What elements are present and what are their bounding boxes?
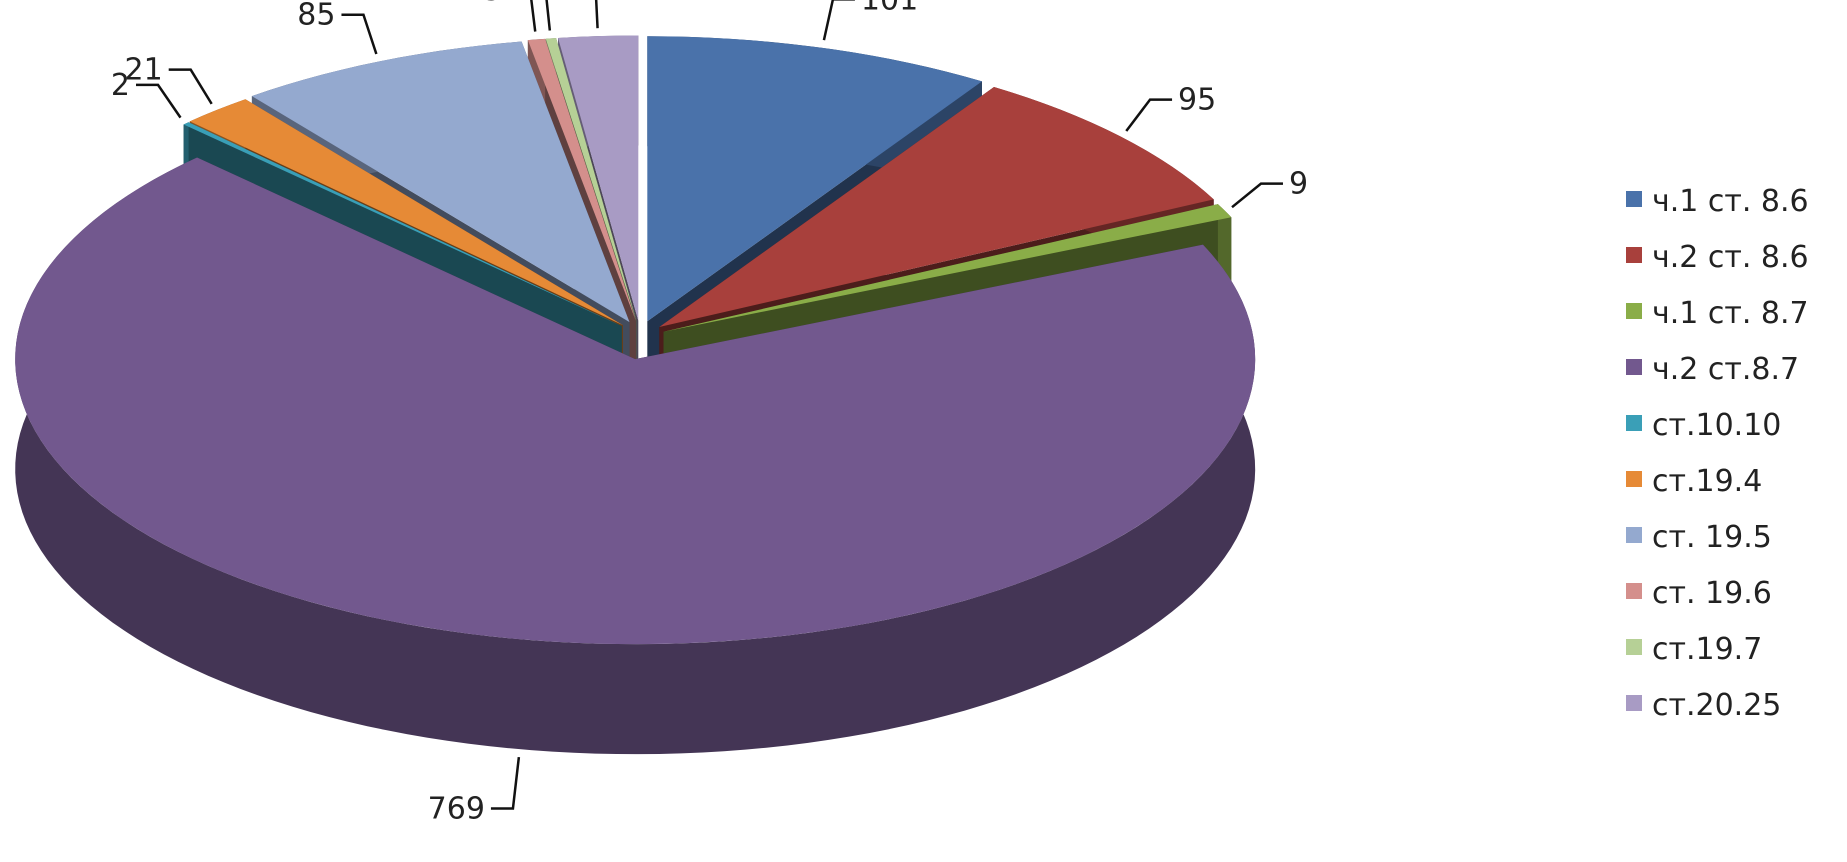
legend-item-5: ст.10.10 — [1626, 408, 1781, 443]
legend-item-8: ст. 19.6 — [1626, 576, 1772, 611]
leader-line-1 — [822, 0, 855, 41]
slice-10-top — [558, 35, 639, 321]
legend: ч.1 ст. 8.6 ч.2 ст. 8.6 ч.1 ст. 8.7 ч.2 ст.… — [1626, 184, 1809, 723]
data-labels: 101 95 9 769 221 85 53 23 — [111, 0, 1308, 827]
legend-item-9: ст.19.7 — [1626, 632, 1762, 667]
data-label-4: 769 — [428, 792, 485, 827]
legend-item-3: ч.1 ст. 8.7 — [1626, 296, 1809, 331]
data-label-5: 2 — [111, 68, 130, 103]
legend-label-10: ст.20.25 — [1652, 688, 1781, 723]
legend-item-4: ч.2 ст.8.7 — [1626, 352, 1799, 387]
legend-swatch-8 — [1626, 583, 1642, 599]
leader-line-10 — [594, 0, 599, 29]
legend-swatch-9 — [1626, 639, 1642, 655]
legend-label-7: ст. 19.5 — [1652, 520, 1772, 555]
data-label-1: 101 — [861, 0, 918, 17]
legend-swatch-10 — [1626, 695, 1642, 711]
data-label-2: 95 — [1178, 83, 1216, 118]
legend-swatch-5 — [1626, 415, 1642, 431]
legend-item-2: ч.2 ст. 8.6 — [1626, 240, 1809, 275]
legend-label-2: ч.2 ст. 8.6 — [1652, 240, 1809, 275]
legend-item-1: ч.1 ст. 8.6 — [1626, 184, 1809, 219]
legend-swatch-6 — [1626, 471, 1642, 487]
legend-swatch-1 — [1626, 191, 1642, 207]
legend-label-5: ст.10.10 — [1652, 408, 1781, 443]
legend-label-6: ст.19.4 — [1652, 464, 1762, 499]
slice-6-top — [189, 99, 623, 326]
legend-swatch-4 — [1626, 359, 1642, 375]
slice-3-top — [663, 204, 1232, 332]
leader-line-8 — [530, 0, 537, 32]
leader-line-5 — [136, 83, 182, 119]
legend-label-9: ст.19.7 — [1652, 632, 1762, 667]
slice-8-top — [527, 38, 636, 321]
legend-item-7: ст. 19.5 — [1626, 520, 1772, 555]
legend-item-10: ст.20.25 — [1626, 688, 1781, 723]
legend-swatch-7 — [1626, 527, 1642, 543]
legend-label-4: ч.2 ст.8.7 — [1652, 352, 1799, 387]
leader-line-4 — [490, 756, 521, 810]
leader-line-2 — [1125, 98, 1173, 132]
data-label-10: 23 — [529, 0, 567, 4]
leader-line-3 — [1231, 182, 1283, 209]
leader-line-9 — [545, 0, 552, 31]
slice-5-top — [183, 122, 622, 327]
data-label-9: 3 — [498, 0, 517, 7]
data-label-8: 5 — [483, 0, 502, 8]
slice-4-top — [15, 157, 1256, 645]
legend-swatch-3 — [1626, 303, 1642, 319]
slice-2-top — [659, 87, 1214, 327]
data-label-6: 21 — [125, 53, 163, 88]
legend-swatch-2 — [1626, 247, 1642, 263]
pie-sides — [15, 35, 1256, 755]
data-label-7: 85 — [297, 0, 335, 33]
leader-line-6 — [168, 68, 213, 105]
slice-9-top — [545, 38, 637, 321]
slice-4 — [15, 157, 1256, 755]
slice-7-top — [251, 41, 630, 323]
data-label-3: 9 — [1289, 167, 1308, 202]
legend-item-6: ст.19.4 — [1626, 464, 1762, 499]
legend-label-8: ст. 19.6 — [1652, 576, 1772, 611]
slice-1-top — [647, 36, 982, 322]
legend-label-3: ч.1 ст. 8.7 — [1652, 296, 1809, 331]
legend-label-1: ч.1 ст. 8.6 — [1652, 184, 1809, 219]
leader-line-7 — [341, 13, 378, 55]
